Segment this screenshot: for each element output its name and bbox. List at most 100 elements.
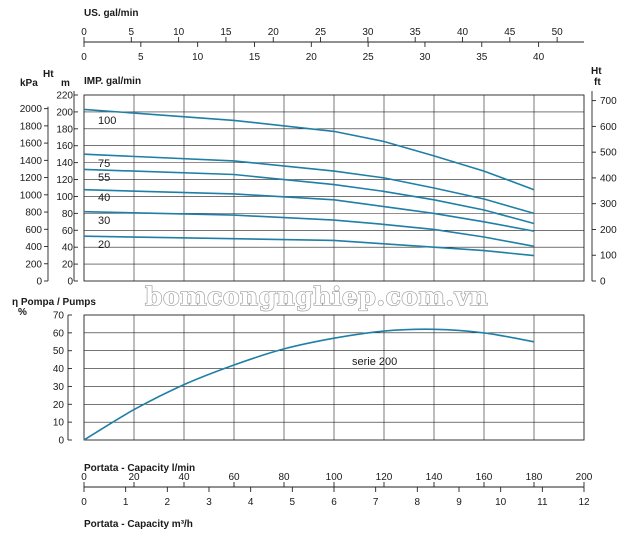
efficiency-curve-label: serie 200 [352, 356, 397, 368]
head-curve-40 [83, 188, 535, 232]
imp-gpm-tick-label: 0 [81, 52, 87, 63]
head-m-tick-label: 80 [62, 209, 74, 220]
m3h-axis-title: Portata - Capacity m³/h [84, 519, 193, 530]
m3h-tick-label: 7 [373, 497, 379, 508]
head-kpa-tick-label: 200 [25, 259, 42, 270]
head-ft-tick-label: 0 [600, 277, 606, 288]
lpm-axis-title: Portata - Capacity l/min [84, 463, 195, 474]
head-m-tick-label: 60 [62, 226, 74, 237]
lpm-tick-label: 0 [81, 472, 87, 483]
us-gpm-tick-label: 10 [173, 27, 185, 38]
us-gpm-tick-label: 0 [81, 27, 87, 38]
head-m-tick-label: 120 [56, 175, 73, 186]
lpm-tick-label: 100 [326, 472, 343, 483]
efficiency-title: η Pompa / Pumps [12, 297, 96, 308]
lpm-tick-label: 120 [376, 472, 393, 483]
m3h-tick-label: 2 [165, 497, 171, 508]
m3h-tick-label: 12 [578, 497, 590, 508]
us-gpm-tick-label: 20 [268, 27, 280, 38]
us-gpm-tick-label: 45 [504, 27, 516, 38]
head-m-tick-label: 180 [56, 124, 73, 135]
head-m-tick-label: 0 [67, 277, 73, 288]
head-kpa-tick-label: 1000 [20, 190, 43, 201]
head-kpa-tick-label: 1400 [20, 156, 43, 167]
head-ft-tick-label: 700 [600, 96, 617, 107]
head-kpa-tick-label: 2000 [20, 104, 43, 115]
imp-gpm-tick-label: 30 [419, 52, 431, 63]
kpa-unit-label: kPa [20, 78, 38, 89]
efficiency-tick-label: 70 [53, 311, 65, 322]
head-left-header: Ht [43, 69, 54, 80]
head-kpa-tick-label: 1800 [20, 121, 43, 132]
us-gpm-tick-label: 5 [129, 27, 135, 38]
m3h-tick-label: 8 [415, 497, 421, 508]
head-curve-100 [83, 108, 535, 191]
efficiency-tick-label: 20 [53, 400, 65, 411]
us-gpm-tick-label: 30 [362, 27, 374, 38]
head-kpa-tick-label: 0 [36, 277, 42, 288]
imp-gpm-tick-label: 25 [363, 52, 375, 63]
head-ft-tick-label: 500 [600, 148, 617, 159]
lpm-tick-label: 180 [526, 472, 543, 483]
head-curve-30 [83, 210, 535, 248]
lpm-tick-label: 20 [128, 472, 140, 483]
us-gpm-tick-label: 25 [315, 27, 327, 38]
us-gpm-tick-label: 15 [220, 27, 232, 38]
head-kpa-tick-label: 400 [25, 242, 42, 253]
head-m-tick-label: 220 [56, 91, 73, 102]
head-ft-tick-label: 400 [600, 173, 617, 184]
head-curve-20 [83, 235, 535, 257]
efficiency-tick-label: 0 [58, 436, 64, 447]
head-kpa-tick-label: 1200 [20, 173, 43, 184]
efficiency-tick-label: 50 [53, 346, 65, 357]
imp-gpm-tick-label: 40 [533, 52, 545, 63]
m3h-tick-label: 4 [248, 497, 254, 508]
us-gpm-tick-label: 40 [457, 27, 469, 38]
lpm-tick-label: 40 [178, 472, 190, 483]
us-gpm-tick-label: 50 [552, 27, 564, 38]
head-m-tick-label: 200 [56, 107, 73, 118]
m3h-tick-label: 3 [206, 497, 212, 508]
head-curve-label-100: 100 [98, 115, 116, 127]
efficiency-unit: % [18, 307, 27, 318]
head-kpa-tick-label: 1600 [20, 139, 43, 150]
lpm-tick-label: 60 [228, 472, 240, 483]
m3h-tick-label: 9 [456, 497, 462, 508]
imp-gpm-tick-label: 35 [476, 52, 488, 63]
head-ft-tick-label: 300 [600, 199, 617, 210]
imp-gpm-tick-label: 20 [306, 52, 318, 63]
imp-gpm-tick-label: 10 [192, 52, 204, 63]
m3h-tick-label: 5 [290, 497, 296, 508]
head-m-tick-label: 140 [56, 158, 73, 169]
head-curve-label-55: 55 [98, 172, 110, 184]
head-m-tick-label: 160 [56, 141, 73, 152]
head-m-tick-label: 20 [62, 260, 74, 271]
imp-gpm-tick-label: 15 [249, 52, 261, 63]
efficiency-tick-label: 30 [53, 382, 65, 393]
imp-gpm-axis-title: IMP. gal/min [84, 76, 141, 87]
m3h-tick-label: 10 [495, 497, 507, 508]
head-curve-label-20: 20 [98, 239, 110, 251]
head-kpa-tick-label: 800 [25, 208, 42, 219]
head-curve-label-30: 30 [98, 215, 110, 227]
lpm-tick-label: 80 [278, 472, 290, 483]
m3h-tick-label: 0 [81, 497, 87, 508]
m3h-tick-label: 1 [123, 497, 129, 508]
ft-unit-label: ft [594, 77, 601, 88]
lpm-tick-label: 140 [426, 472, 443, 483]
lpm-tick-label: 200 [576, 472, 593, 483]
efficiency-tick-label: 40 [53, 364, 65, 375]
head-curve-label-40: 40 [98, 192, 110, 204]
head-curve-75 [83, 153, 535, 215]
watermark: bomcongnghiep.com.vn [145, 282, 488, 311]
imp-gpm-tick-label: 5 [138, 52, 144, 63]
head-ft-tick-label: 600 [600, 122, 617, 133]
us-gpm-axis-title: US. gal/min [84, 8, 138, 19]
head-curve-label-75: 75 [98, 158, 110, 170]
head-ft-tick-label: 200 [600, 225, 617, 236]
head-kpa-tick-label: 600 [25, 225, 42, 236]
m3h-tick-label: 6 [331, 497, 337, 508]
head-right-header: Ht [591, 66, 602, 77]
m-unit-label: m [61, 78, 70, 89]
